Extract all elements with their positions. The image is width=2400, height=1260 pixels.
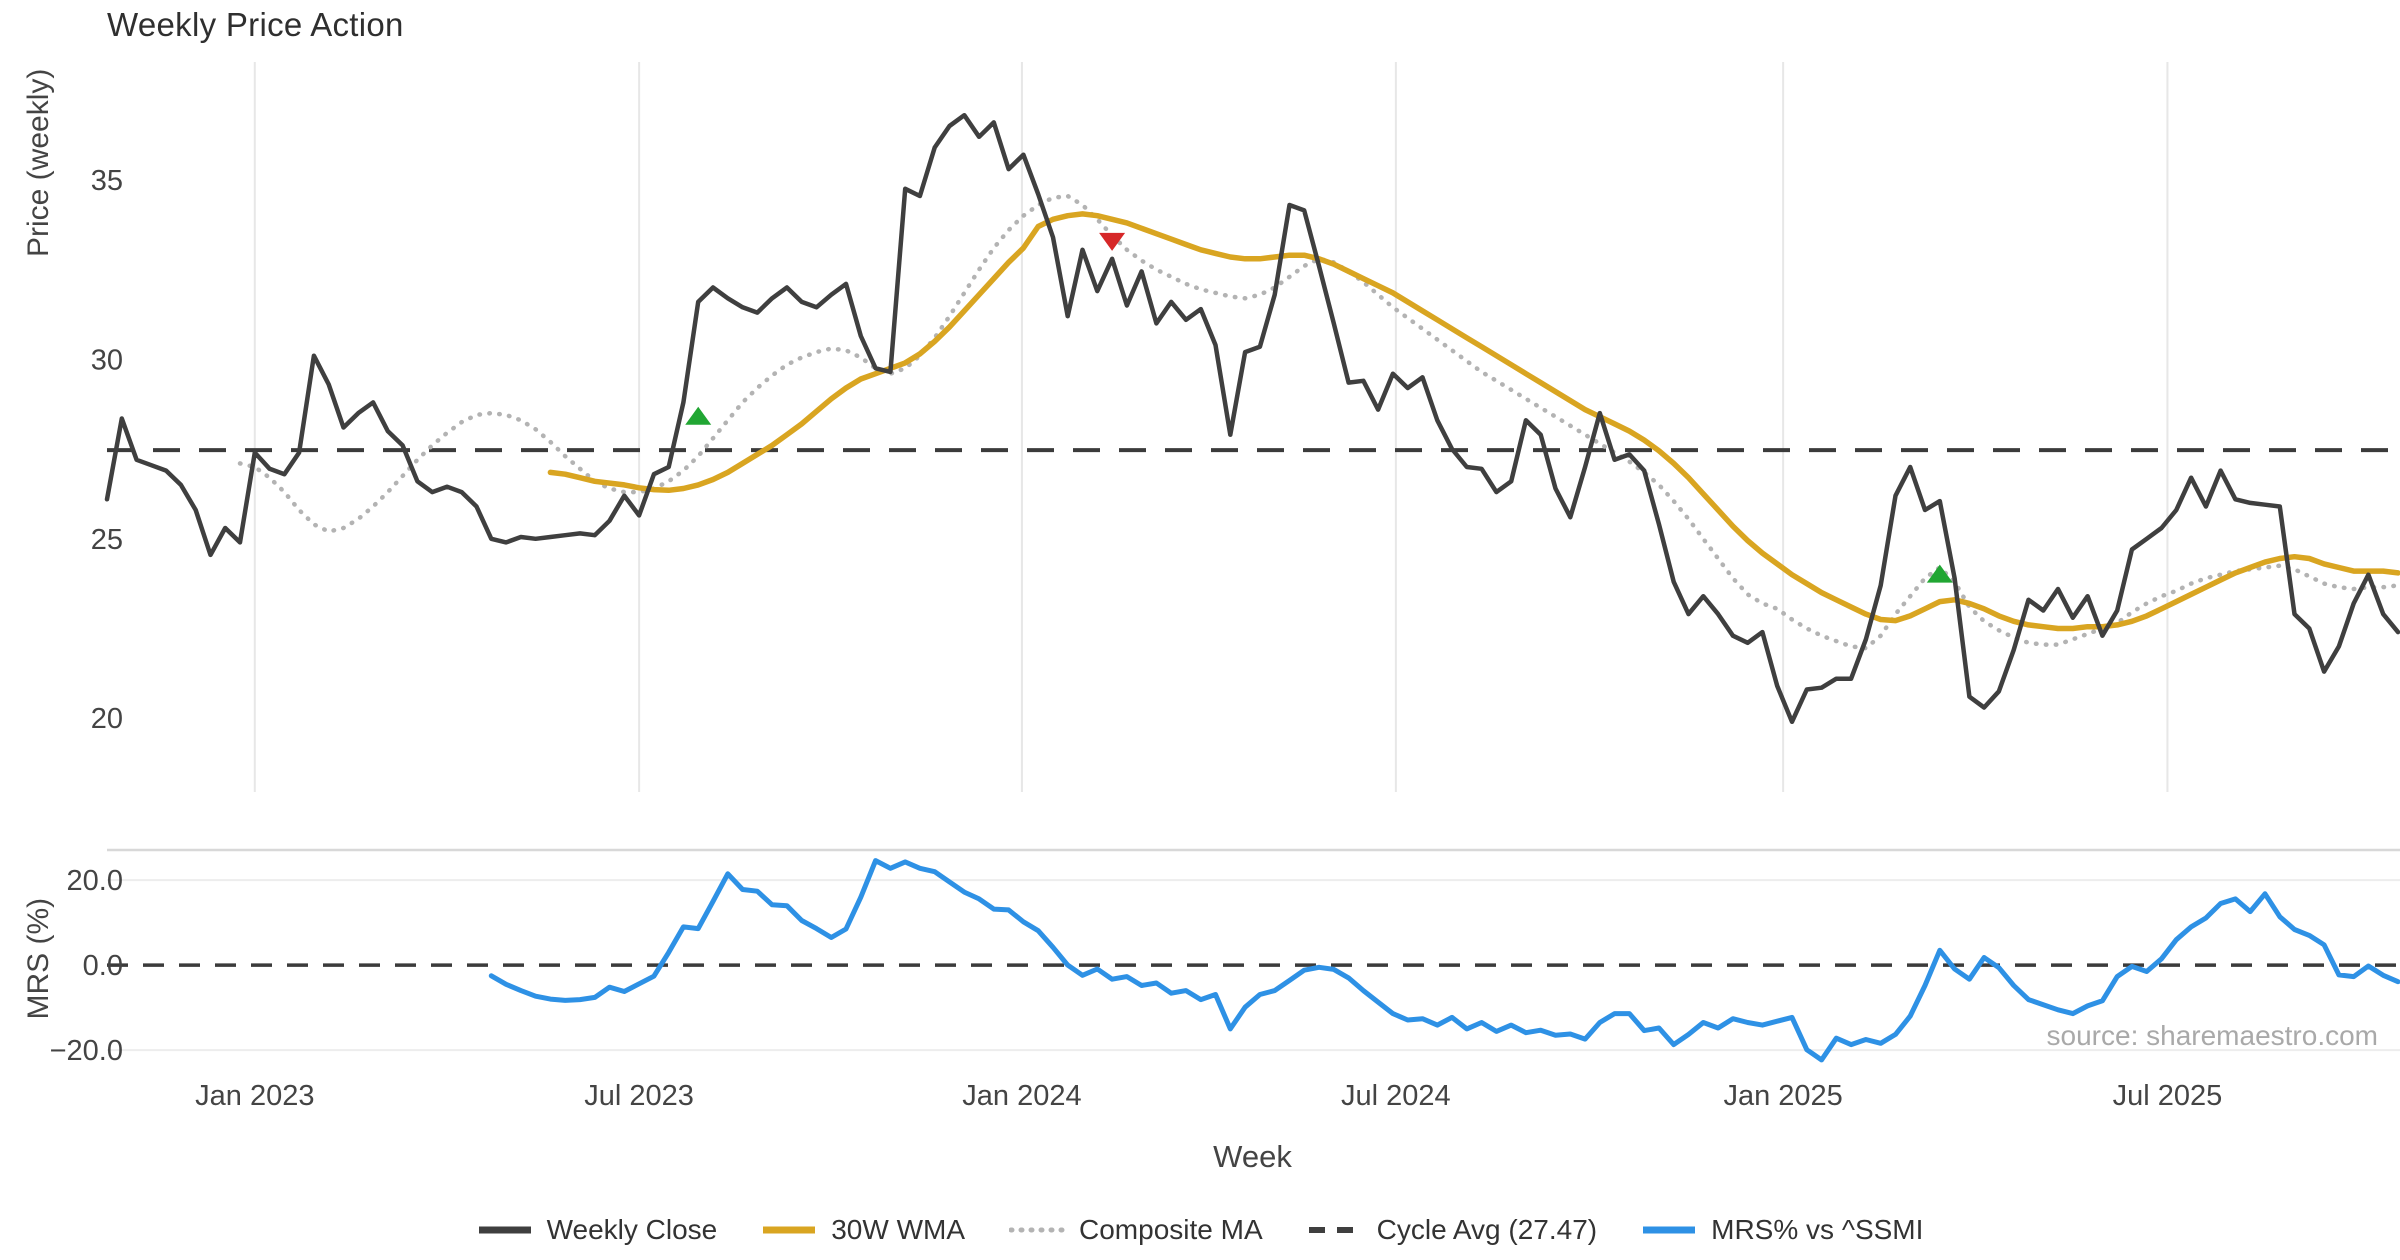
- series-30w-wma: [547, 211, 2400, 632]
- mrs-axis-title: MRS (%): [22, 898, 55, 1020]
- x-axis-title: Week: [1213, 1139, 1292, 1174]
- legend-swatch-solid: [1643, 1226, 1696, 1234]
- mrs-ytick-label: −20.0: [50, 1035, 123, 1067]
- price-ytick-label: 20: [91, 703, 123, 735]
- mrs-ytick-label: 0.0: [83, 950, 123, 982]
- source-attribution: source: sharemaestro.com: [2046, 1020, 2378, 1051]
- legend-item-30w-wma[interactable]: 30W WMA: [761, 1214, 965, 1246]
- buy-signal-marker: [1926, 564, 1953, 583]
- x-tick-label: Jan 2025: [1723, 1080, 1842, 1112]
- price-ytick-label: 25: [91, 524, 123, 556]
- price-ytick-label: 30: [91, 344, 123, 376]
- x-tick-label: Jul 2024: [1341, 1080, 1451, 1112]
- legend-label: Cycle Avg (27.47): [1376, 1214, 1598, 1245]
- x-tick-label: Jul 2023: [584, 1080, 694, 1112]
- legend-label: Composite MA: [1079, 1214, 1263, 1245]
- legend-item-mrs-vs-ssmi[interactable]: MRS% vs ^SSMI: [1641, 1214, 1923, 1246]
- legend-item-cycle-avg-27-47-[interactable]: Cycle Avg (27.47): [1307, 1214, 1598, 1246]
- series-weekly-close: [104, 112, 2400, 725]
- legend-swatch-dashed: [1308, 1227, 1361, 1233]
- price-ytick-label: 35: [91, 165, 123, 197]
- mrs-ytick-label: 20.0: [67, 865, 123, 897]
- buy-signal-marker: [685, 406, 712, 425]
- legend-item-weekly-close[interactable]: Weekly Close: [477, 1214, 718, 1246]
- x-tick-label: Jan 2024: [962, 1080, 1081, 1112]
- series-mrs-vs-ssmi: [488, 858, 2400, 1063]
- chart-title: Weekly Price Action: [107, 6, 404, 43]
- chart-legend: Weekly Close 30W WMA Composite MA Cycle Avg…: [0, 1214, 2400, 1246]
- series-composite-ma: [237, 193, 2400, 651]
- legend-label: MRS% vs ^SSMI: [1711, 1214, 1924, 1245]
- legend-label: Weekly Close: [546, 1214, 718, 1245]
- x-tick-label: Jan 2023: [195, 1080, 314, 1112]
- x-tick-label: Jul 2025: [2113, 1080, 2223, 1112]
- price-axis-title: Price (weekly): [22, 69, 55, 257]
- legend-swatch-solid: [478, 1226, 531, 1234]
- legend-swatch-solid: [763, 1226, 816, 1234]
- legend-item-composite-ma[interactable]: Composite MA: [1009, 1214, 1263, 1246]
- legend-swatch-dotted: [1009, 1227, 1066, 1233]
- sell-signal-marker: [1099, 232, 1126, 251]
- legend-label: 30W WMA: [831, 1214, 966, 1245]
